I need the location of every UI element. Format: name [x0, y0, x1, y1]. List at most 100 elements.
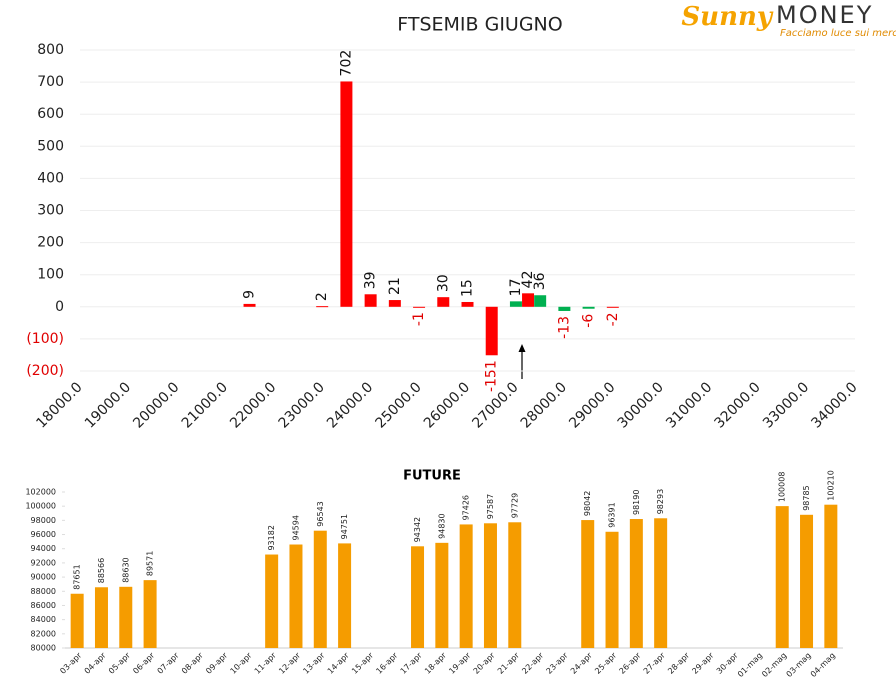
- bar: [485, 306, 498, 356]
- x-tick-label: 15-apr: [350, 650, 375, 675]
- bar: [509, 301, 522, 307]
- data-label: 30: [435, 274, 451, 292]
- y-tick-label: 98000: [31, 516, 56, 525]
- data-label: 21: [387, 277, 403, 295]
- x-tick-label: 33000.0: [760, 379, 812, 431]
- bar: [629, 519, 643, 648]
- data-label: 15: [460, 279, 476, 297]
- x-tick-label: 18-apr: [423, 650, 448, 675]
- bar: [508, 522, 522, 648]
- x-tick-label: 02-mag: [760, 651, 788, 679]
- x-tick-label: 25-apr: [593, 650, 618, 675]
- x-tick-label: 06-apr: [131, 650, 156, 675]
- y-tick-label: 700: [37, 74, 64, 90]
- x-tick-label: 30000.0: [615, 379, 667, 431]
- bar: [581, 520, 595, 648]
- data-label: 36: [532, 272, 548, 290]
- data-label: -2: [605, 312, 621, 326]
- chart-title: FUTURE: [403, 469, 461, 484]
- x-tick-label: 03-mag: [785, 651, 813, 679]
- data-label: 97587: [486, 494, 495, 519]
- bar: [143, 580, 157, 648]
- data-label: 93182: [267, 525, 276, 550]
- bar: [119, 586, 133, 648]
- data-label: 2: [314, 292, 330, 301]
- data-label: 94342: [413, 517, 422, 542]
- bar: [289, 544, 303, 648]
- data-label: 94751: [340, 514, 349, 539]
- y-tick-label: 500: [37, 138, 64, 154]
- x-tick-label: 17-apr: [399, 650, 424, 675]
- bar: [654, 518, 668, 648]
- y-tick-label: 92000: [31, 558, 56, 567]
- x-tick-label: 12-apr: [277, 650, 302, 675]
- x-tick-label: 03-apr: [58, 650, 83, 675]
- y-tick-label: 82000: [31, 629, 56, 638]
- data-label: 17: [508, 279, 524, 297]
- data-label: 98293: [656, 489, 665, 514]
- x-tick-label: 28-apr: [666, 650, 691, 675]
- x-tick-label: 08-apr: [180, 650, 205, 675]
- x-tick-label: 29000.0: [566, 379, 618, 431]
- bar: [435, 542, 449, 648]
- x-tick-label: 24-apr: [569, 650, 594, 675]
- bar: [313, 530, 327, 648]
- bar: [413, 306, 426, 308]
- x-tick-label: 18000.0: [33, 379, 85, 431]
- y-tick-label: 94000: [31, 544, 56, 553]
- logo-tagline: Facciamo luce sui mercati: [780, 28, 896, 39]
- x-tick-label: 05-apr: [107, 650, 132, 675]
- x-tick-label: 27-apr: [642, 650, 667, 675]
- bar: [606, 306, 619, 308]
- x-tick-label: 21000.0: [179, 379, 231, 431]
- y-tick-label: 90000: [31, 573, 56, 582]
- bar: [605, 531, 619, 648]
- y-tick-label: (100): [26, 331, 64, 347]
- x-tick-label: 20-apr: [472, 650, 497, 675]
- data-label: 42: [520, 270, 536, 288]
- data-label: -13: [556, 316, 572, 339]
- y-tick-label: 800: [37, 42, 64, 58]
- data-label: 98190: [632, 490, 641, 515]
- arrow-head: [518, 344, 526, 352]
- x-tick-label: 16-apr: [374, 650, 399, 675]
- bar: [316, 306, 329, 308]
- data-label: 39: [363, 271, 379, 289]
- data-label: 89571: [146, 551, 155, 576]
- y-tick-label: 600: [37, 106, 64, 122]
- y-tick-label: 80000: [31, 644, 56, 653]
- bar: [824, 504, 838, 648]
- logo-script: Sunny: [681, 2, 773, 32]
- x-tick-label: 01-mag: [736, 651, 764, 679]
- x-tick-label: 04-mag: [809, 651, 837, 679]
- y-tick-label: 200: [37, 235, 64, 251]
- x-tick-label: 13-apr: [301, 650, 326, 675]
- bar: [94, 587, 108, 648]
- bar: [265, 554, 279, 648]
- y-tick-label: 86000: [31, 601, 56, 610]
- x-tick-label: 22-apr: [520, 650, 545, 675]
- data-label: 94594: [291, 515, 300, 540]
- x-tick-label: 34000.0: [808, 379, 860, 431]
- bar: [800, 514, 814, 648]
- x-tick-label: 19-apr: [447, 650, 472, 675]
- x-tick-label: 07-apr: [156, 650, 181, 675]
- y-tick-label: 100000: [25, 502, 56, 511]
- bar: [534, 295, 547, 307]
- data-label: 100008: [778, 472, 787, 503]
- data-label: 98042: [583, 491, 592, 516]
- x-tick-label: 20000.0: [130, 379, 182, 431]
- data-label: -151: [484, 360, 500, 392]
- data-label: 96543: [316, 501, 325, 526]
- bar: [775, 506, 789, 648]
- bar: [461, 301, 474, 307]
- y-tick-label: 0: [55, 299, 64, 315]
- y-tick-label: 400: [37, 170, 64, 186]
- logo-brand: MONEY: [776, 1, 873, 29]
- x-tick-label: 04-apr: [83, 650, 108, 675]
- bar: [243, 303, 256, 307]
- x-tick-label: 25000.0: [372, 379, 424, 431]
- y-tick-label: 100: [37, 267, 64, 283]
- y-tick-label: 300: [37, 203, 64, 219]
